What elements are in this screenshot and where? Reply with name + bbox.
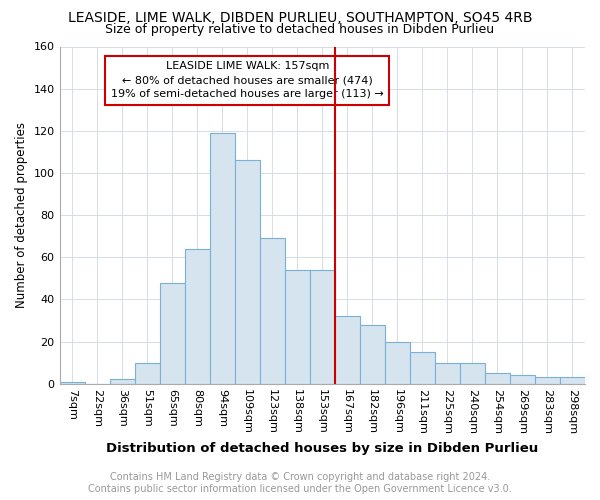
Text: LEASIDE, LIME WALK, DIBDEN PURLIEU, SOUTHAMPTON, SO45 4RB: LEASIDE, LIME WALK, DIBDEN PURLIEU, SOUT… xyxy=(68,11,532,25)
Bar xyxy=(335,316,360,384)
Bar xyxy=(235,160,260,384)
Bar xyxy=(385,342,410,384)
Y-axis label: Number of detached properties: Number of detached properties xyxy=(15,122,28,308)
Bar xyxy=(110,380,134,384)
Bar xyxy=(560,378,585,384)
Bar xyxy=(485,373,510,384)
Bar xyxy=(535,378,560,384)
Text: Contains HM Land Registry data © Crown copyright and database right 2024.
Contai: Contains HM Land Registry data © Crown c… xyxy=(88,472,512,494)
Text: Size of property relative to detached houses in Dibden Purlieu: Size of property relative to detached ho… xyxy=(106,22,494,36)
Bar xyxy=(360,324,385,384)
Bar xyxy=(185,249,209,384)
Bar xyxy=(510,376,535,384)
Bar xyxy=(209,133,235,384)
Bar xyxy=(285,270,310,384)
Bar xyxy=(260,238,285,384)
Bar xyxy=(435,362,460,384)
Bar xyxy=(160,282,185,384)
Bar xyxy=(410,352,435,384)
Bar xyxy=(134,362,160,384)
Bar xyxy=(310,270,335,384)
Text: LEASIDE LIME WALK: 157sqm
← 80% of detached houses are smaller (474)
19% of semi: LEASIDE LIME WALK: 157sqm ← 80% of detac… xyxy=(111,62,383,100)
X-axis label: Distribution of detached houses by size in Dibden Purlieu: Distribution of detached houses by size … xyxy=(106,442,538,455)
Bar xyxy=(460,362,485,384)
Bar xyxy=(59,382,85,384)
